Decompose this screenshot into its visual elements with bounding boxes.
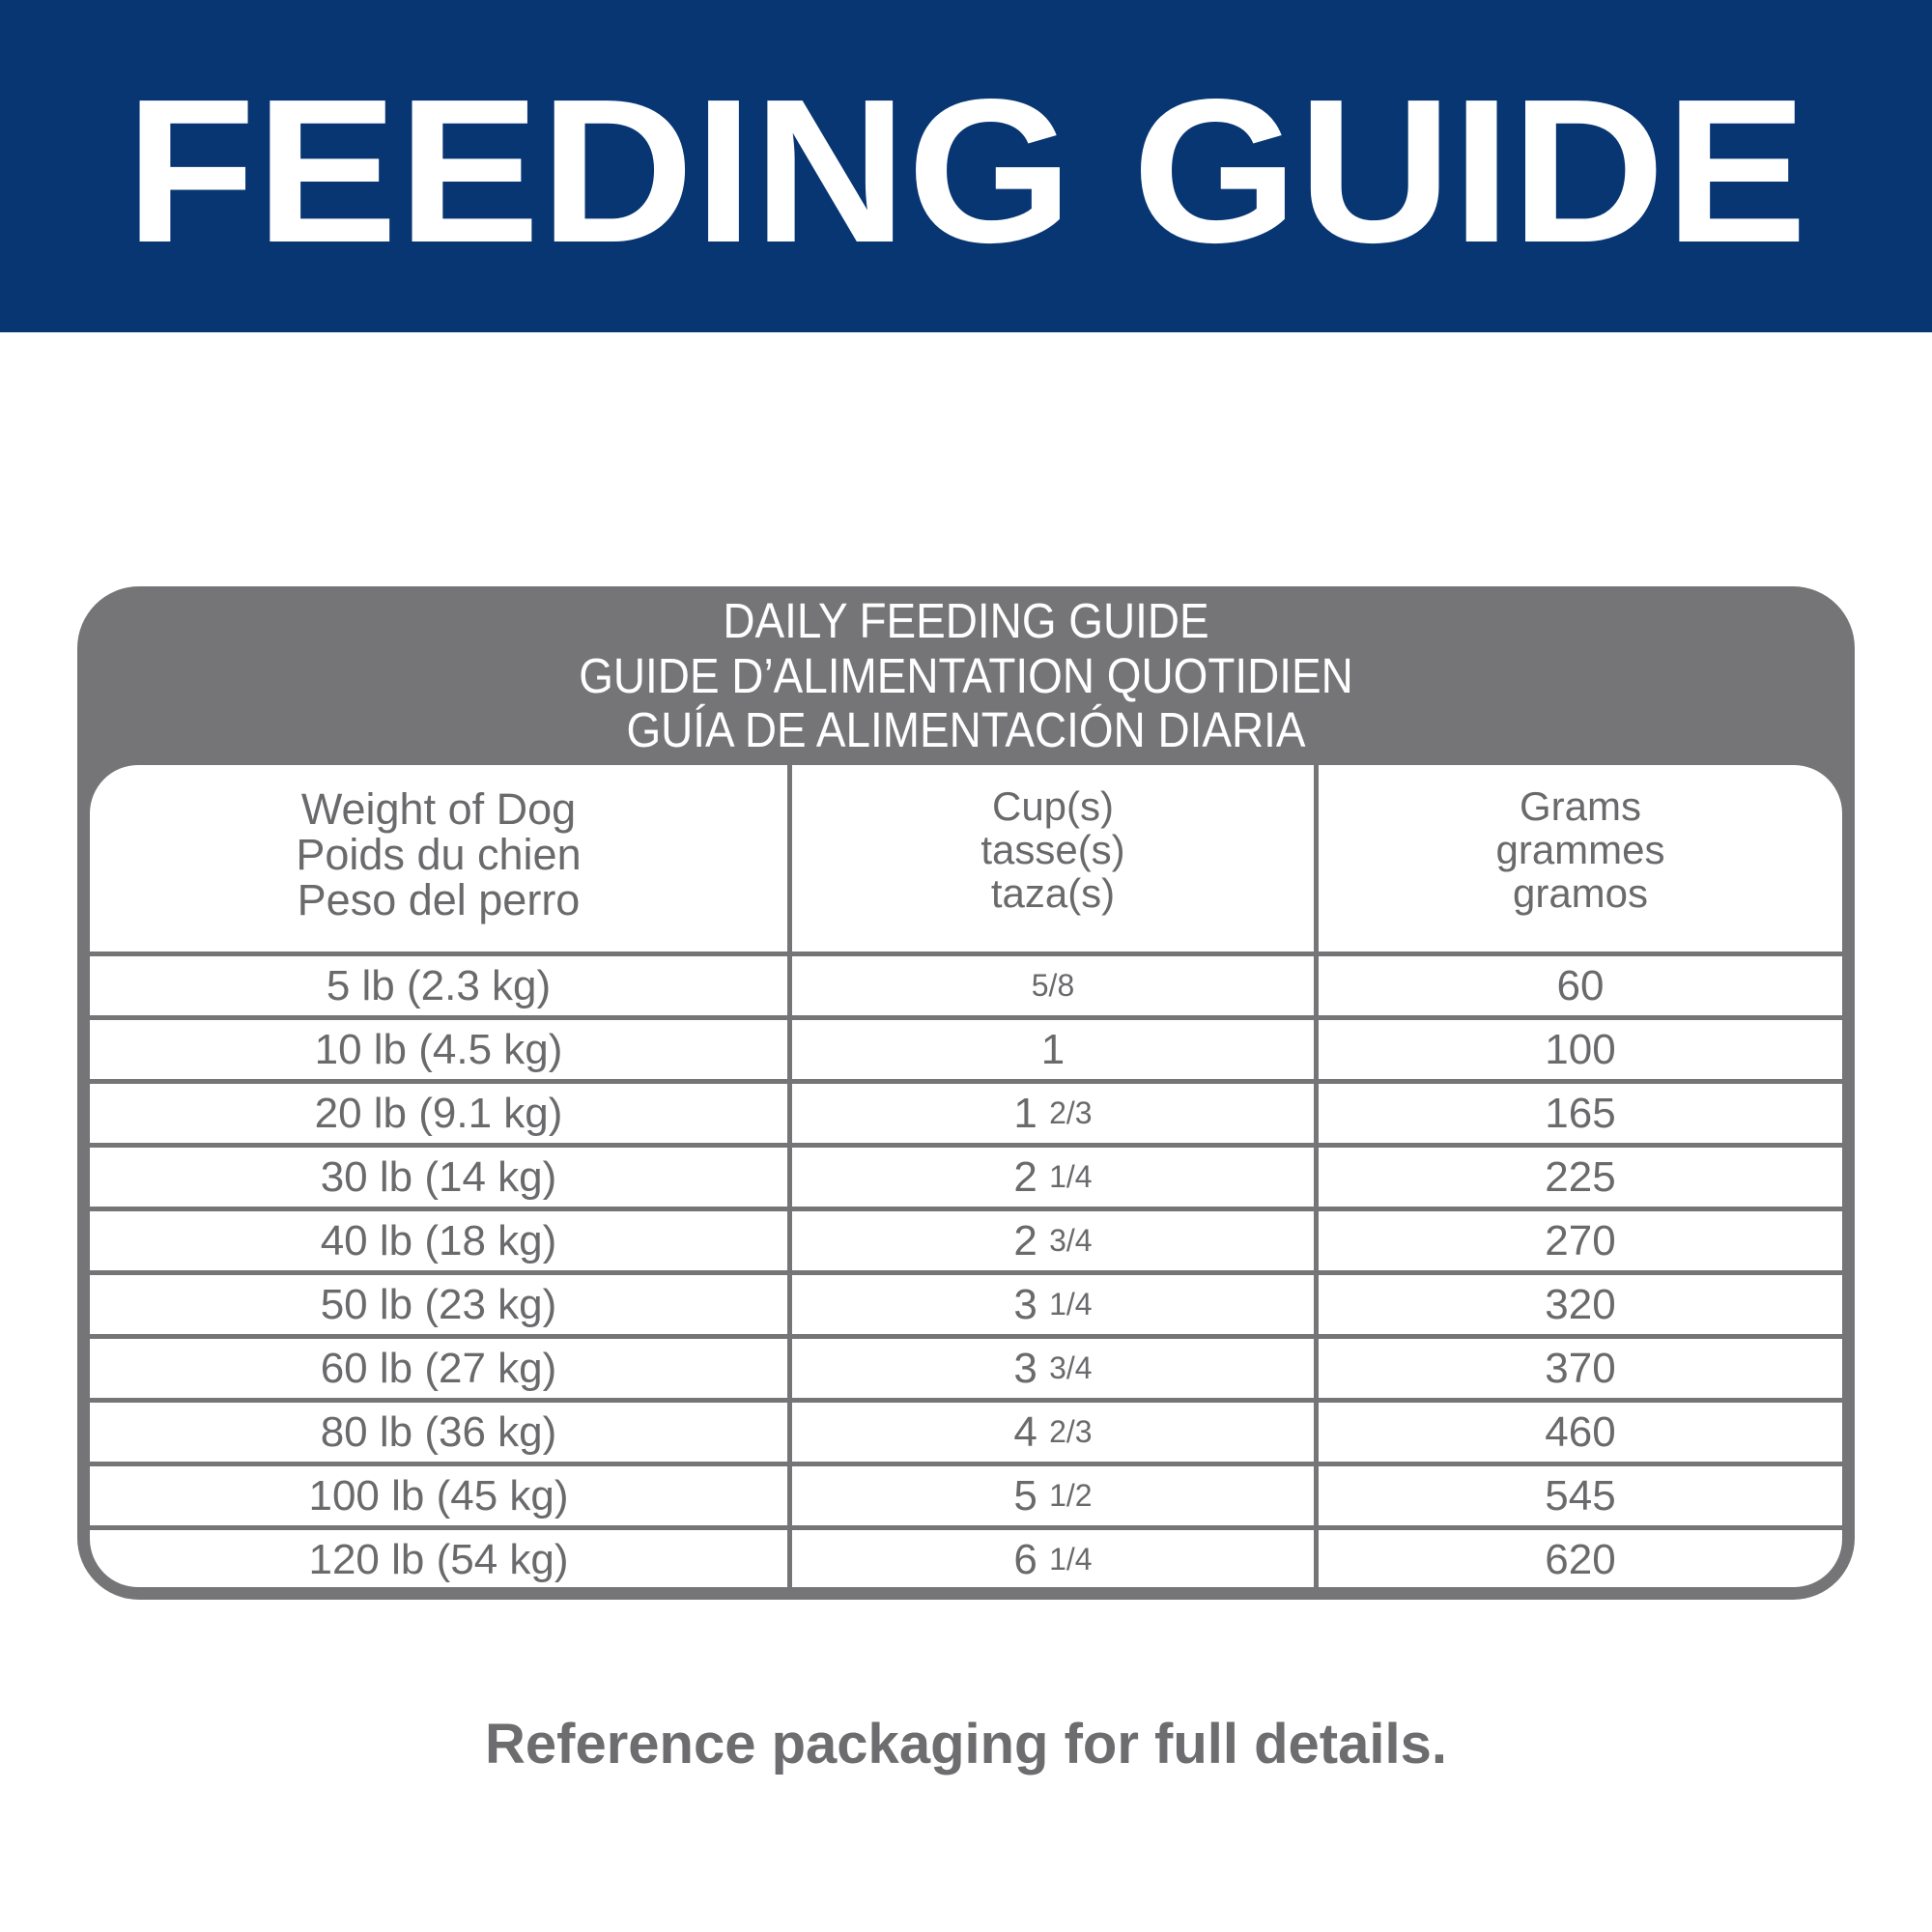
weight-cell: 5 lb (2.3 kg)	[90, 952, 792, 1015]
header-cups: Cup(s) tasse(s) taza(s)	[792, 765, 1319, 952]
grams-cell: 370	[1319, 1334, 1842, 1398]
header-label: Grams	[1520, 783, 1641, 829]
table-row: 60 lb (27 kg) 3 3/4 370	[90, 1334, 1842, 1398]
table-header-row: Weight of Dog Poids du chien Peso del pe…	[90, 765, 1842, 952]
weight-cell: 60 lb (27 kg)	[90, 1334, 792, 1398]
table-row: 40 lb (18 kg) 2 3/4 270	[90, 1207, 1842, 1270]
header-label: grammes	[1495, 827, 1665, 872]
cups-fraction: 1/4	[1049, 1158, 1093, 1194]
weight-cell: 40 lb (18 kg)	[90, 1207, 792, 1270]
title-banner: FEEDING GUIDE	[0, 0, 1932, 332]
weight-cell: 20 lb (9.1 kg)	[90, 1079, 792, 1143]
cups-fraction: 1/2	[1049, 1477, 1093, 1513]
heading-french: GUIDE D’ALIMENTATION QUOTIDIEN	[579, 647, 1353, 703]
cups-fraction: 3/4	[1049, 1350, 1093, 1385]
cups-fraction: 1/4	[1049, 1286, 1093, 1321]
footer-note: Reference packaging for full details.	[485, 1713, 1447, 1776]
grams-cell: 100	[1319, 1015, 1842, 1079]
grams-cell: 60	[1319, 952, 1842, 1015]
header-weight: Weight of Dog Poids du chien Peso del pe…	[90, 765, 792, 952]
grams-cell: 620	[1319, 1525, 1842, 1587]
table-row: 30 lb (14 kg) 2 1/4 225	[90, 1143, 1842, 1207]
header-label: Peso del perro	[297, 875, 581, 924]
cups-fraction: 1/4	[1049, 1541, 1093, 1577]
weight-cell: 100 lb (45 kg)	[90, 1462, 792, 1525]
cups-fraction: 3/4	[1049, 1222, 1093, 1258]
cups-cell: 1 2/3	[792, 1079, 1319, 1143]
table-row: 50 lb (23 kg) 3 1/4 320	[90, 1270, 1842, 1334]
cups-cell: 3 3/4	[792, 1334, 1319, 1398]
weight-cell: 120 lb (54 kg)	[90, 1525, 792, 1587]
cups-cell: 5/8	[792, 952, 1319, 1015]
grams-cell: 165	[1319, 1079, 1842, 1143]
header-label: Poids du chien	[296, 830, 582, 879]
feeding-table-container: Weight of Dog Poids du chien Peso del pe…	[90, 765, 1842, 1587]
grams-cell: 545	[1319, 1462, 1842, 1525]
heading-english: DAILY FEEDING GUIDE	[723, 593, 1209, 648]
header-label: Weight of Dog	[300, 784, 577, 834]
table-row: 100 lb (45 kg) 5 1/2 545	[90, 1462, 1842, 1525]
heading-spanish: GUÍA DE ALIMENTACIÓN DIARIA	[626, 702, 1306, 757]
feeding-table: Weight of Dog Poids du chien Peso del pe…	[90, 765, 1842, 1587]
weight-cell: 30 lb (14 kg)	[90, 1143, 792, 1207]
cups-cell: 5 1/2	[792, 1462, 1319, 1525]
header-label: tasse(s)	[980, 827, 1125, 872]
cups-cell: 1	[792, 1015, 1319, 1079]
header-label: taza(s)	[990, 870, 1116, 916]
table-row: 120 lb (54 kg) 6 1/4 620	[90, 1525, 1842, 1587]
table-row: 10 lb (4.5 kg) 1 100	[90, 1015, 1842, 1079]
card-heading: DAILY FEEDING GUIDE GUIDE D’ALIMENTATION…	[77, 593, 1855, 758]
header-grams: Grams grammes gramos	[1319, 765, 1842, 952]
page-title-text: FEEDING GUIDE	[125, 56, 1807, 285]
weight-cell: 80 lb (36 kg)	[90, 1398, 792, 1462]
cups-fraction: 5/8	[1031, 967, 1075, 1003]
grams-cell: 225	[1319, 1143, 1842, 1207]
feeding-guide-card: DAILY FEEDING GUIDE GUIDE D’ALIMENTATION…	[77, 586, 1855, 1600]
table-row: 5 lb (2.3 kg) 5/8 60	[90, 952, 1842, 1015]
cups-fraction: 2/3	[1049, 1094, 1093, 1130]
cups-cell: 2 1/4	[792, 1143, 1319, 1207]
header-label: Cup(s)	[991, 783, 1115, 829]
cups-cell: 4 2/3	[792, 1398, 1319, 1462]
grams-cell: 460	[1319, 1398, 1842, 1462]
grams-cell: 270	[1319, 1207, 1842, 1270]
page-title: FEEDING GUIDE	[0, 60, 1932, 282]
weight-cell: 50 lb (23 kg)	[90, 1270, 792, 1334]
header-label: gramos	[1512, 870, 1649, 916]
grams-cell: 320	[1319, 1270, 1842, 1334]
weight-cell: 10 lb (4.5 kg)	[90, 1015, 792, 1079]
cups-cell: 2 3/4	[792, 1207, 1319, 1270]
table-row: 20 lb (9.1 kg) 1 2/3 165	[90, 1079, 1842, 1143]
cups-cell: 3 1/4	[792, 1270, 1319, 1334]
cups-cell: 6 1/4	[792, 1525, 1319, 1587]
table-row: 80 lb (36 kg) 4 2/3 460	[90, 1398, 1842, 1462]
cups-fraction: 2/3	[1049, 1413, 1093, 1449]
